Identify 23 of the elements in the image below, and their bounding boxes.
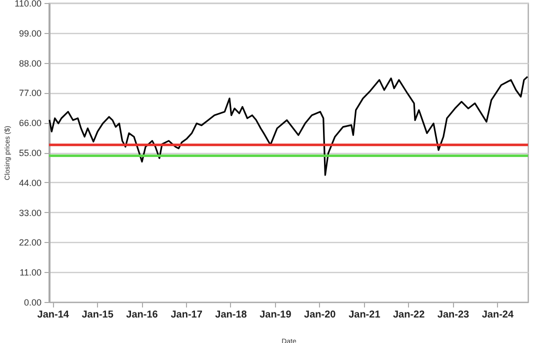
x-tick-label: Jan-14 xyxy=(37,310,70,320)
y-tick-label: 0.00 xyxy=(24,298,42,308)
x-tick-label: Jan-18 xyxy=(215,310,248,320)
line-series xyxy=(48,76,528,176)
x-tick-label: Jan-20 xyxy=(304,310,336,320)
y-tick-label: 110.00 xyxy=(14,0,42,8)
y-tick-label: 77.00 xyxy=(18,88,42,98)
y-tick-label: 55.00 xyxy=(18,148,42,158)
x-tick-label: Jan-16 xyxy=(126,310,158,320)
y-tick-label: 33.00 xyxy=(18,208,42,218)
x-tick-label: Jan-24 xyxy=(482,310,514,320)
x-tick-label: Jan-19 xyxy=(260,310,292,320)
y-tick-label: 66.00 xyxy=(18,118,42,128)
y-tick-label: 99.00 xyxy=(18,28,42,38)
x-tick-label: Jan-22 xyxy=(393,310,426,320)
x-tick-label: Jan-21 xyxy=(348,310,381,320)
x-tick-label: Jan-23 xyxy=(437,310,470,320)
y-tick-label: 44.00 xyxy=(18,178,42,188)
y-tick-label: 88.00 xyxy=(18,58,42,68)
y-tick-label: 22.00 xyxy=(18,238,42,248)
y-tick-label: 11.00 xyxy=(20,268,42,278)
x-tick-label: Jan-15 xyxy=(82,310,114,320)
x-tick-label: Jan-17 xyxy=(170,310,203,320)
